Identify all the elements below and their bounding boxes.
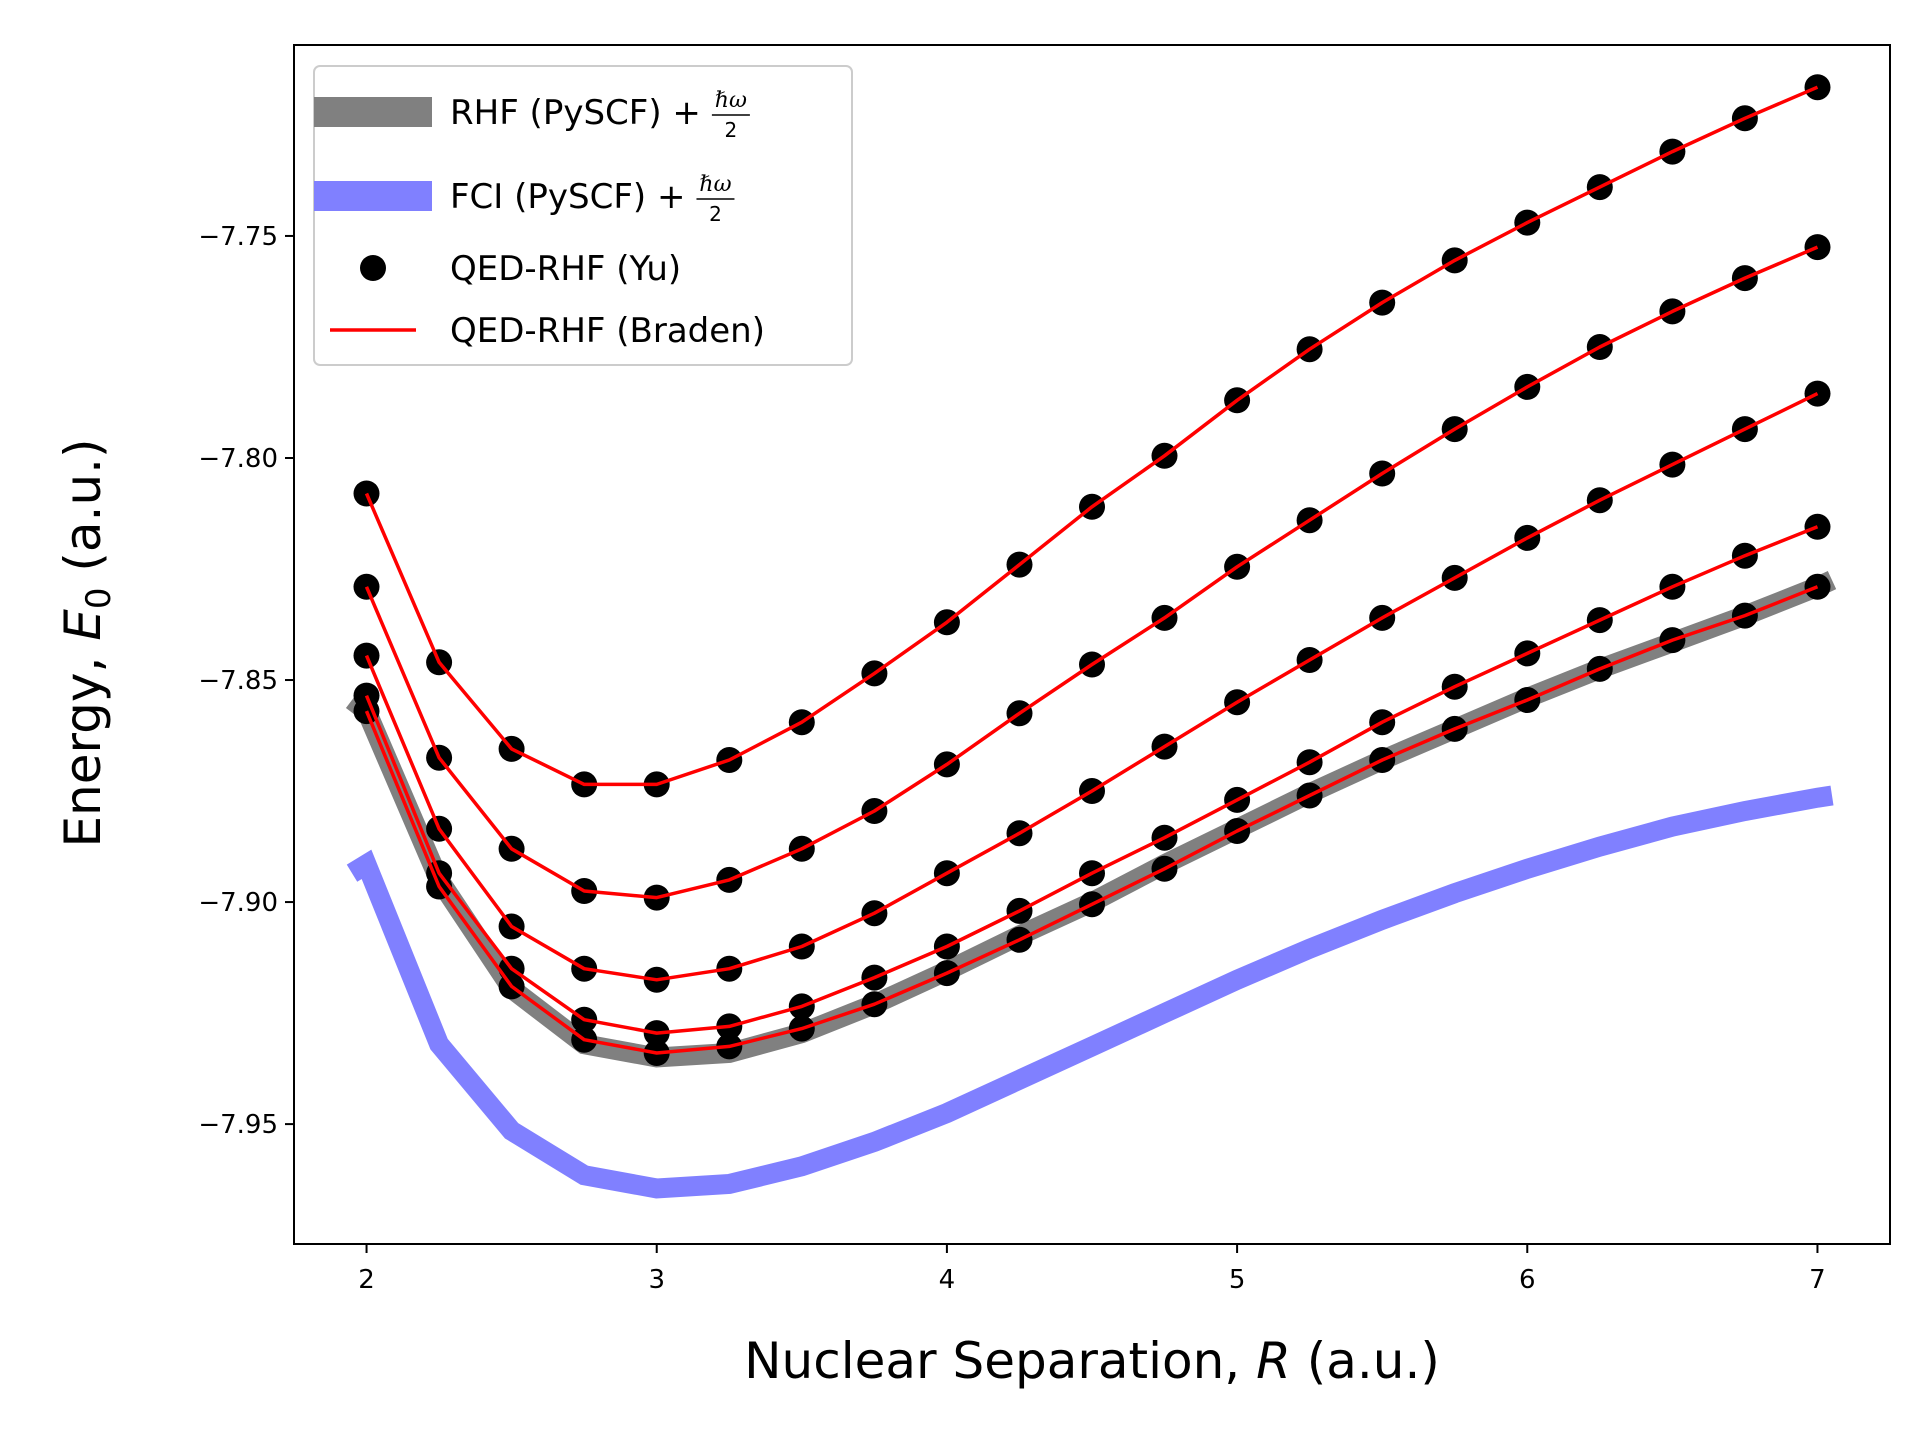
qed-rhf-braden-line-1 <box>364 85 1819 787</box>
legend-entry-2: FCI (PySCF) + ℏω 2 <box>314 172 735 226</box>
y-tick-label: −7.75 <box>198 222 278 252</box>
qed-series-4 <box>353 513 1831 1047</box>
x-tick-label: 2 <box>358 1265 375 1295</box>
legend-label: QED-RHF (Yu) <box>450 249 681 289</box>
y-tick-label: −7.95 <box>198 1110 278 1140</box>
qed-rhf-braden-line-3 <box>364 392 1819 982</box>
legend-entry-4: QED-RHF (Braden) <box>330 311 765 351</box>
x-tick-label: 3 <box>648 1265 665 1295</box>
legend-frac-denominator: 2 <box>725 118 738 142</box>
x-axis-title-label: Nuclear Separation, <box>744 1332 1256 1390</box>
y-axis-title-label: Energy, <box>54 641 112 848</box>
x-axis: 2 3 4 5 6 7 <box>358 1244 1826 1295</box>
legend-entry-1: RHF (PySCF) + ℏω 2 <box>314 88 750 142</box>
y-tick-label: −7.80 <box>198 444 278 474</box>
qed-rhf-braden-line-5 <box>364 585 1819 1055</box>
legend-label: FCI (PySCF) + <box>450 177 685 217</box>
legend: RHF (PySCF) + ℏω 2 FCI (PySCF) + ℏω 2 QED-RHF … <box>313 65 853 366</box>
qed-rhf-braden-line-4 <box>364 525 1819 1035</box>
x-tick-label: 5 <box>1229 1265 1246 1295</box>
y-tick-label: −7.85 <box>198 666 278 696</box>
x-tick-label: 7 <box>1809 1265 1826 1295</box>
y-axis-title-sub: 0 <box>79 587 119 609</box>
legend-frac-numerator: ℏω <box>715 88 747 113</box>
legend-label: RHF (PySCF) + <box>450 93 701 133</box>
y-axis: −7.75 −7.80 −7.85 −7.90 −7.95 <box>198 222 294 1140</box>
x-axis-title-unit: (a.u.) <box>1291 1332 1440 1390</box>
y-axis-title-unit: (a.u.) <box>54 438 112 587</box>
x-tick-label: 4 <box>939 1265 956 1295</box>
legend-label: QED-RHF (Braden) <box>450 311 765 351</box>
plot-frame <box>293 44 1891 1245</box>
legend-frac-denominator: 2 <box>709 202 722 226</box>
legend-frac-numerator: ℏω <box>699 172 731 197</box>
qed-series-3 <box>353 380 1831 993</box>
fci-curve <box>346 785 1834 1199</box>
legend-entry-3: QED-RHF (Yu) <box>360 249 681 289</box>
x-axis-title: Nuclear Separation, R (a.u.) <box>744 1332 1440 1390</box>
x-axis-title-var: R <box>1256 1332 1291 1390</box>
y-axis-title-var: E <box>54 609 112 641</box>
qed-rhf-braden-line-2 <box>364 245 1819 900</box>
series-layer <box>345 74 1837 1199</box>
legend-marker <box>360 255 386 281</box>
legend-box <box>313 65 853 366</box>
y-axis-title: Energy, E0 (a.u.) <box>54 438 119 847</box>
y-tick-label: −7.90 <box>198 888 278 918</box>
x-tick-label: 6 <box>1519 1265 1536 1295</box>
